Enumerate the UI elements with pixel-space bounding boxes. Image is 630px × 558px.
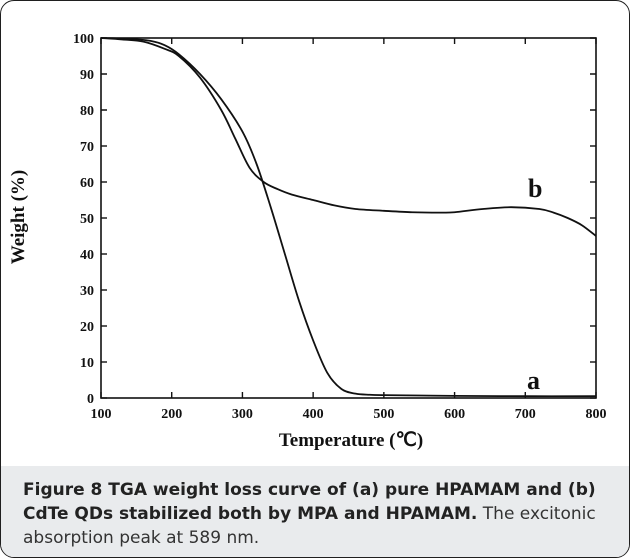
plot-frame (100, 37, 597, 399)
y-tick-label: 80 (80, 104, 94, 119)
x-tick-label: 200 (161, 407, 182, 422)
x-tick-label: 800 (586, 407, 607, 422)
series-line-b (100, 37, 597, 237)
x-tick-label: 100 (91, 407, 112, 422)
y-tick-label: 30 (80, 284, 94, 299)
x-tick-label: 400 (303, 407, 324, 422)
x-tick-label: 500 (373, 407, 394, 422)
y-tick-label: 0 (87, 392, 94, 407)
caption-band (1, 466, 629, 557)
caption-rest: The excitonic absorption peak at 589 nm. (23, 504, 596, 548)
x-axis-title: Temperature (℃) (279, 430, 423, 451)
y-axis-title: Weight (%) (8, 170, 29, 264)
chart-ticks: 100 200 300 400 500 600 700 800 0 10 20 30 40 50 60 70 8… (73, 32, 607, 422)
y-tick-label: 50 (80, 212, 94, 227)
tga-chart: 100 200 300 400 500 600 700 800 0 10 20 30 40 50 60 70 8… (8, 32, 607, 451)
y-tick-label: 40 (80, 248, 94, 263)
x-tick-label: 600 (444, 407, 465, 422)
caption-lead: Figure 8 TGA weight loss curve of (a) pu… (23, 480, 596, 524)
chart-axes (100, 37, 597, 399)
y-tick-label: 10 (80, 356, 94, 371)
x-tick-label: 700 (515, 407, 536, 422)
curve-label-a: a (527, 366, 540, 395)
y-tick-label: 20 (80, 320, 94, 335)
y-tick-label: 100 (73, 32, 94, 47)
y-tick-label: 90 (80, 68, 94, 83)
figure-caption: Figure 8 TGA weight loss curve of (a) pu… (23, 478, 619, 550)
series-line-a (100, 37, 597, 398)
y-tick-label: 60 (80, 176, 94, 191)
chart-series (100, 37, 597, 398)
x-tick-label: 300 (232, 407, 253, 422)
curve-label-b: b (528, 174, 542, 203)
y-tick-label: 70 (80, 140, 94, 155)
